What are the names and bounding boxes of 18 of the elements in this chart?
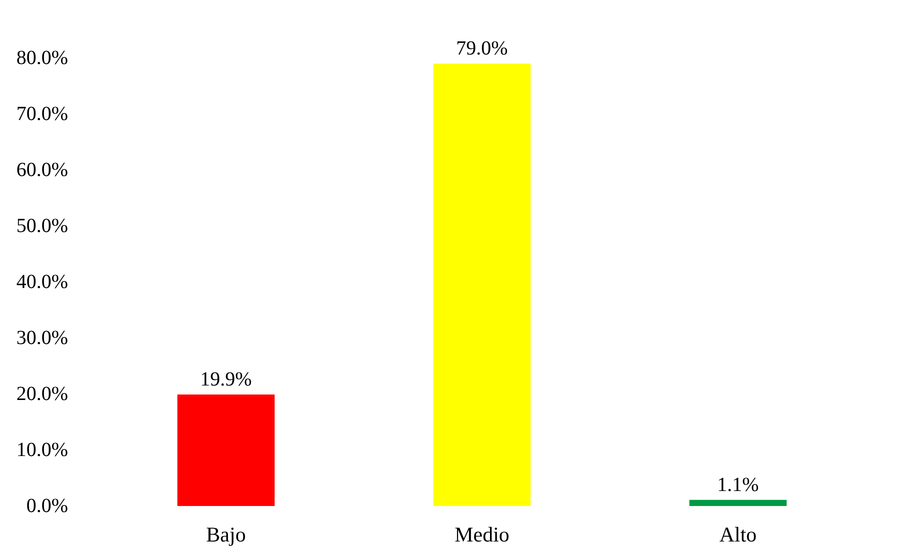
- bar: [689, 500, 787, 506]
- y-tick-label: 40.0%: [16, 271, 68, 293]
- data-label: 1.1%: [717, 474, 759, 496]
- bar: [177, 394, 275, 506]
- y-tick-label: 60.0%: [16, 159, 68, 181]
- data-label: 19.9%: [200, 368, 252, 391]
- y-tick-label: 30.0%: [16, 327, 68, 349]
- y-tick-label: 10.0%: [16, 439, 68, 461]
- data-label: 79.0%: [456, 38, 508, 60]
- y-tick-label: 80.0%: [16, 47, 68, 69]
- y-tick-label: 70.0%: [16, 103, 68, 125]
- x-tick-label: Alto: [719, 522, 757, 546]
- x-tick-label: Medio: [454, 522, 510, 546]
- y-tick-label: 20.0%: [16, 383, 68, 405]
- x-tick-label: Bajo: [206, 522, 246, 546]
- y-tick-label: 50.0%: [16, 215, 68, 237]
- bar: [433, 64, 531, 506]
- y-tick-label: 0.0%: [26, 495, 68, 517]
